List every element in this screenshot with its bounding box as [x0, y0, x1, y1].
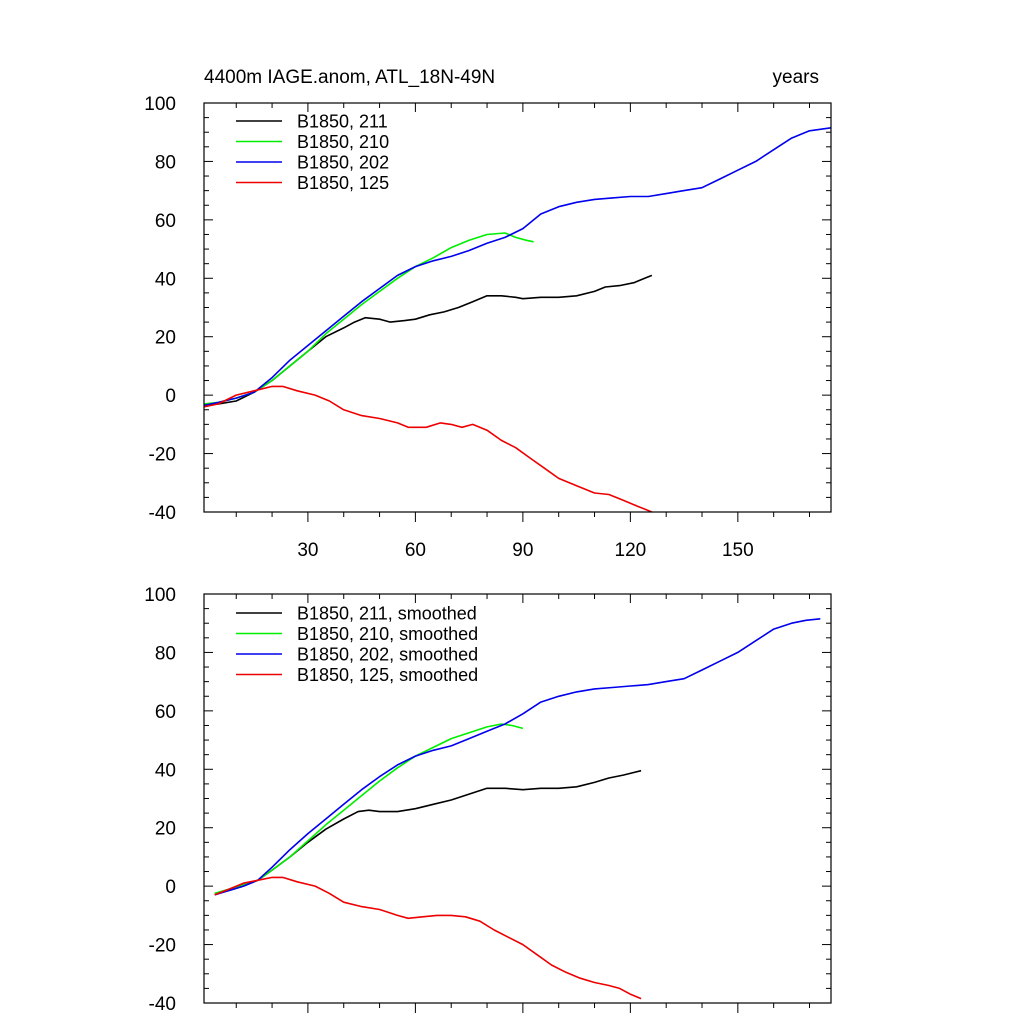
y-tick-label: 100: [144, 94, 176, 115]
y-tick-label: 40: [155, 760, 176, 781]
legend-label-2: B1850, 210, smoothed: [297, 624, 478, 644]
y-tick-label: 60: [155, 211, 176, 232]
x-tick-label: 150: [722, 540, 754, 561]
x-tick-label: 60: [405, 540, 426, 561]
x-tick-label: 90: [512, 540, 533, 561]
y-tick-label: 0: [165, 877, 176, 898]
series-line-4: [214, 876, 642, 1000]
series-line-3: [203, 127, 832, 407]
chart-title-right: years: [773, 67, 819, 88]
legend-label-3: B1850, 202, smoothed: [297, 645, 478, 665]
legend-label-4: B1850, 125: [297, 173, 389, 193]
y-tick-label: 20: [155, 819, 176, 840]
y-tick-label: 100: [144, 585, 176, 606]
y-tick-label: 80: [155, 643, 176, 664]
y-tick-label: 60: [155, 702, 176, 723]
y-tick-label: -20: [149, 936, 176, 957]
legend-label-1: B1850, 211: [297, 112, 388, 132]
legend-label-2: B1850, 210: [297, 132, 389, 152]
legend-label-4: B1850, 125, smoothed: [297, 665, 478, 685]
legend-label-1: B1850, 211, smoothed: [297, 604, 477, 624]
x-tick-label: 120: [615, 540, 647, 561]
chart-title: 4400m IAGE.anom, ATL_18N-49N: [204, 67, 495, 88]
y-tick-label: 80: [155, 152, 176, 173]
y-tick-label: -20: [149, 445, 176, 466]
x-tick-label: 30: [297, 540, 318, 561]
y-tick-label: 0: [165, 386, 176, 407]
legend-label-3: B1850, 202: [297, 153, 389, 173]
y-tick-label: -40: [149, 994, 176, 1015]
series-line-3: [214, 618, 821, 896]
y-tick-label: 20: [155, 328, 176, 349]
y-tick-label: -40: [149, 503, 176, 524]
series-line-4: [203, 385, 653, 513]
y-tick-label: 40: [155, 269, 176, 290]
top-panel: 4400m IAGE.anom, ATL_18N-49N years -40 -2…: [144, 67, 832, 561]
